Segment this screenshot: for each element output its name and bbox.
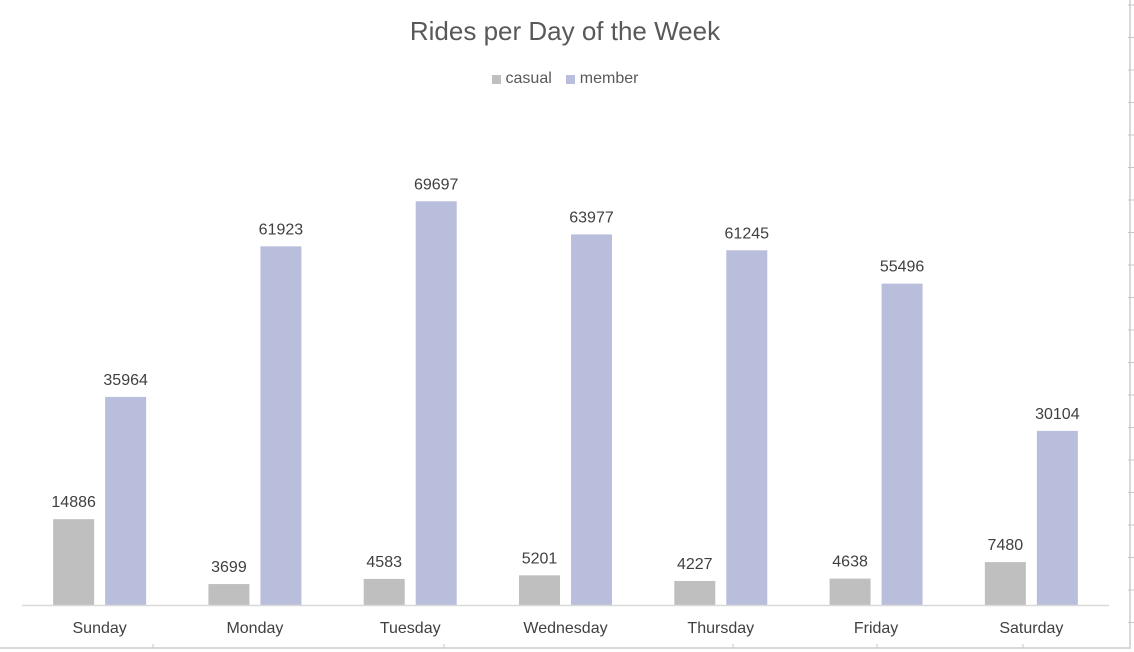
bar-casual-friday bbox=[829, 578, 871, 606]
legend-item-casual: casual bbox=[491, 70, 552, 88]
legend-swatch-casual bbox=[491, 74, 501, 84]
bar-member-thursday bbox=[726, 250, 768, 606]
x-tick-label-thursday: Thursday bbox=[687, 620, 754, 637]
bar-member-saturday bbox=[1036, 430, 1078, 606]
data-label-member-friday: 55496 bbox=[880, 259, 925, 276]
bar-member-wednesday bbox=[571, 234, 612, 606]
x-tick-label-friday: Friday bbox=[854, 620, 898, 637]
bar-casual-sunday bbox=[53, 519, 95, 606]
data-label-casual-thursday: 4227 bbox=[677, 556, 713, 573]
chart-title: Rides per Day of the Week bbox=[409, 16, 721, 46]
data-label-member-saturday: 30104 bbox=[1035, 406, 1080, 423]
data-label-casual-sunday: 14886 bbox=[51, 494, 96, 511]
data-label-casual-friday: 4638 bbox=[832, 554, 868, 571]
data-label-member-tuesday: 69697 bbox=[414, 176, 459, 193]
bar-casual-monday bbox=[208, 584, 250, 606]
chart-legend: casual member bbox=[0, 70, 1130, 88]
bar-member-sunday bbox=[105, 396, 147, 606]
data-label-member-wednesday: 63977 bbox=[569, 209, 614, 226]
data-label-casual-tuesday: 4583 bbox=[366, 554, 402, 571]
x-tick-label-saturday: Saturday bbox=[999, 620, 1063, 637]
bar-casual-thursday bbox=[674, 580, 716, 606]
data-label-member-monday: 61923 bbox=[259, 221, 304, 238]
data-label-member-sunday: 35964 bbox=[103, 372, 148, 389]
x-tick-label-tuesday: Tuesday bbox=[380, 620, 441, 637]
legend-item-member: member bbox=[565, 70, 639, 88]
bar-casual-wednesday bbox=[519, 575, 560, 606]
x-tick-label-monday: Monday bbox=[226, 620, 283, 637]
bar-member-tuesday bbox=[415, 201, 457, 606]
data-label-casual-saturday: 7480 bbox=[988, 537, 1024, 554]
x-tick-label-sunday: Sunday bbox=[73, 620, 127, 637]
legend-label-member: member bbox=[579, 70, 639, 87]
bar-casual-saturday bbox=[984, 562, 1026, 606]
data-label-casual-wednesday: 5201 bbox=[522, 550, 558, 567]
data-label-member-thursday: 61245 bbox=[725, 225, 770, 242]
legend-label-casual: casual bbox=[505, 70, 552, 87]
frame-edge-ticks bbox=[1128, 4, 1134, 623]
bar-member-monday bbox=[260, 246, 302, 606]
data-label-casual-monday: 3699 bbox=[211, 559, 247, 576]
bar-member-friday bbox=[881, 283, 923, 606]
bar-casual-tuesday bbox=[363, 578, 405, 606]
legend-swatch-member bbox=[565, 74, 575, 84]
x-tick-label-wednesday: Wednesday bbox=[523, 620, 607, 637]
